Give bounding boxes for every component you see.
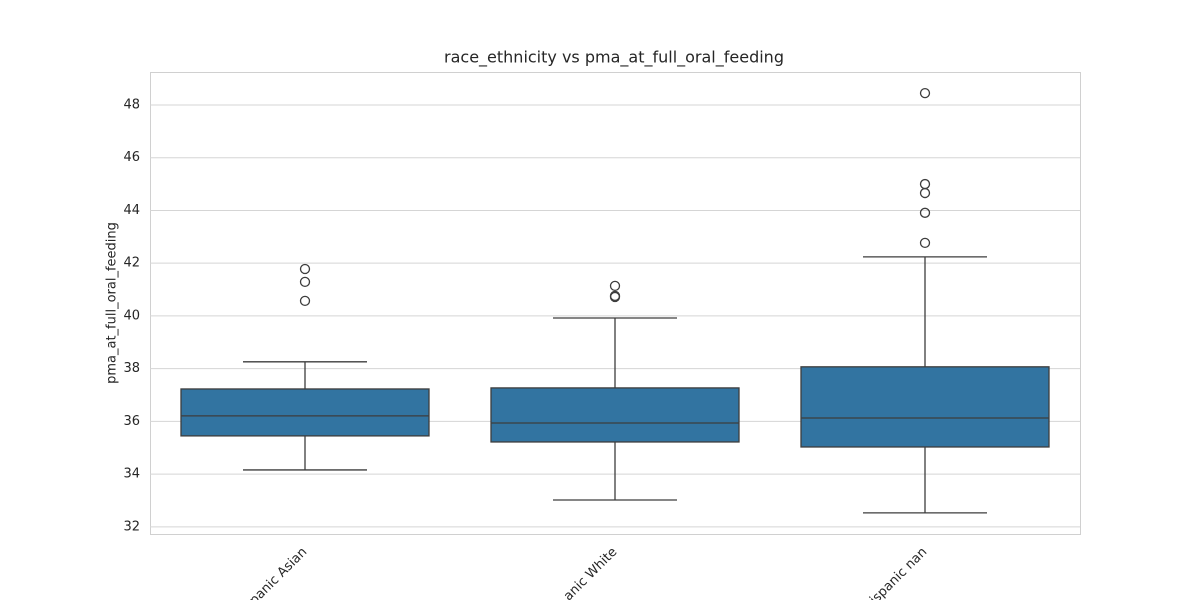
y-tick-label: 42 xyxy=(123,256,140,271)
box xyxy=(490,387,740,443)
y-axis-label: pma_at_full_oral_feeding xyxy=(105,222,120,384)
y-tick-label: 46 xyxy=(123,150,140,165)
y-tick-label: 32 xyxy=(123,519,140,534)
outlier xyxy=(299,276,311,288)
outlier xyxy=(919,178,931,190)
y-tick-label: 44 xyxy=(123,203,140,218)
outlier xyxy=(919,237,931,249)
outlier xyxy=(609,280,621,292)
box xyxy=(180,388,430,437)
y-tick-label: 36 xyxy=(123,414,140,429)
y-tick-label: 40 xyxy=(123,308,140,323)
x-tick-label: ispanic nan xyxy=(867,545,930,600)
outlier xyxy=(299,263,311,275)
y-tick-label: 38 xyxy=(123,361,140,376)
box xyxy=(800,366,1050,448)
outlier xyxy=(299,295,311,307)
y-tick-label: 48 xyxy=(123,97,140,112)
chart-title: race_ethnicity vs pma_at_full_oral_feedi… xyxy=(444,48,784,68)
x-tick-label: anic White xyxy=(561,545,620,600)
outlier xyxy=(919,207,931,218)
y-tick-label: 34 xyxy=(123,467,140,482)
outlier xyxy=(919,87,931,99)
x-tick-label: panic Asian xyxy=(247,545,311,600)
outlier xyxy=(609,290,621,302)
